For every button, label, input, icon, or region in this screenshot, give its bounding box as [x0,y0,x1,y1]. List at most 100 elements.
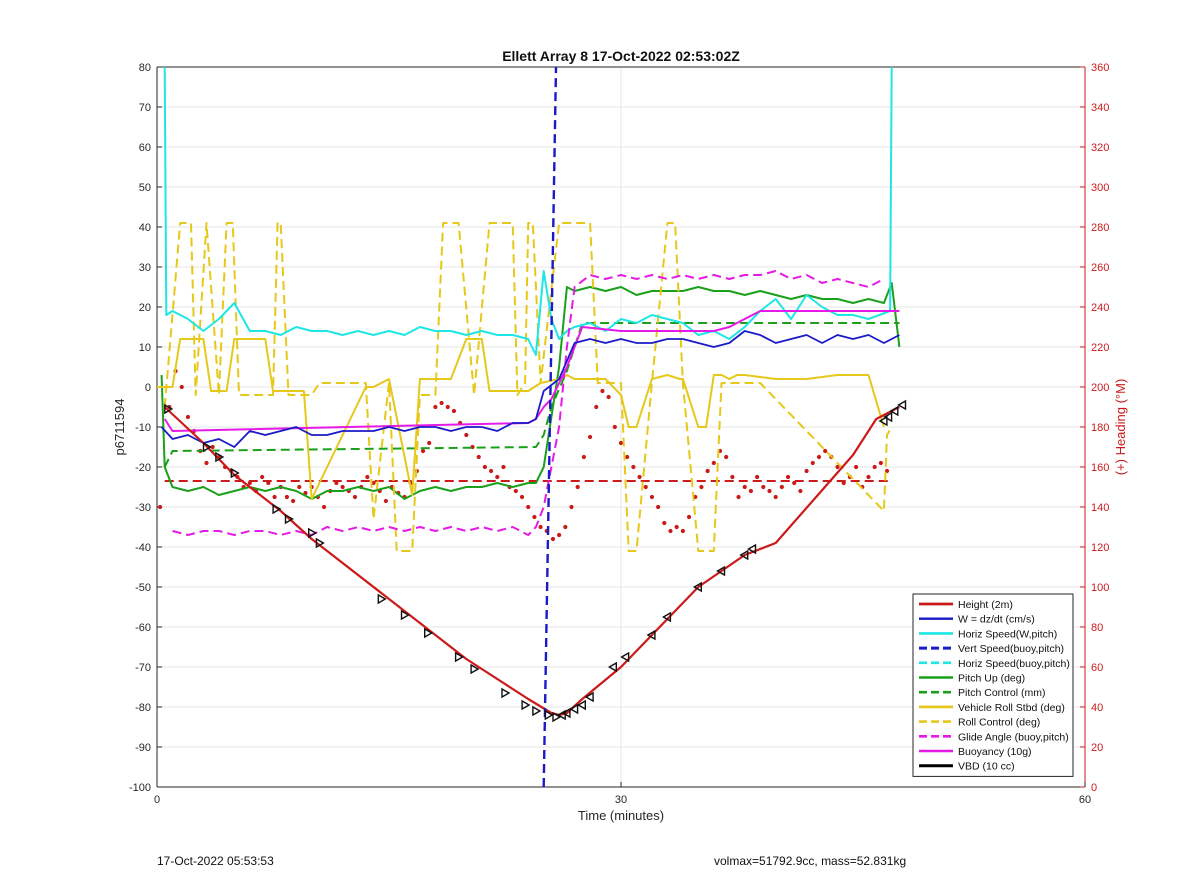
height-marker [607,661,617,673]
heading-point [674,524,679,530]
height-marker [584,691,594,703]
y-tick-label: -50 [135,582,151,594]
heading-point [742,484,747,490]
y-axis-label: p6711594 [112,399,127,456]
height-marker [164,403,174,415]
heading-point [823,448,828,454]
heading-point [210,444,215,450]
heading-point [767,488,772,494]
heading-point [321,504,327,510]
heading-point [464,432,469,438]
height-marker [561,707,571,719]
heading-point [427,440,432,446]
heading-point [761,484,766,490]
footer-volume-mass: volmax=51792.9cc, mass=52.831kg [714,854,907,868]
y2-tick-label: 300 [1091,182,1109,194]
legend-label: W = dz/dt (cm/s) [958,614,1035,626]
series-pitch-up-deg [160,282,901,500]
legend-label: Glide Angle (buoy,pitch) [958,731,1069,743]
heading-point [662,520,667,526]
y-tick-label: -30 [135,502,151,514]
x-tick-label: 0 [154,794,160,806]
height-marker [620,651,630,663]
y2-tick-label: 40 [1091,702,1103,714]
heading-point [352,494,358,500]
heading-point [816,454,822,460]
series-w-dz-dt-cm-s [160,330,900,448]
y2-tick-label: 60 [1091,662,1103,674]
heading-point [680,528,685,534]
y-tick-label: 40 [139,222,151,234]
heading-point [699,484,704,490]
legend-box [912,593,1074,777]
heading-point [779,484,784,490]
height-marker [454,651,465,663]
height-marker [576,699,586,711]
y2-tick-label: 20 [1091,742,1103,754]
heading-point [736,494,741,500]
heading-point [179,384,184,390]
series-horiz-speed-w-pitch [163,67,893,356]
height-marker [284,513,294,525]
y2-tick-label: 120 [1091,542,1109,554]
heading-point [303,490,308,496]
y2-tick-label: 360 [1091,62,1109,74]
height-marker [661,611,672,623]
heading-point [705,468,710,474]
y-tick-label: -20 [135,462,151,474]
series-glide-angle-buoy-pitch [172,270,885,536]
height-marker [377,593,387,605]
y-tick-label: -100 [129,782,151,794]
legend-label: Height (2m) [958,599,1013,611]
height-marker [424,627,434,639]
heading-point [272,494,277,500]
y-tick-label: 50 [139,182,151,194]
heading-point [538,524,543,530]
heading-point [501,464,506,470]
heading-point [526,504,531,510]
y-tick-label: 70 [139,102,151,114]
series-vehicle-roll-stbd-deg [157,338,885,500]
height-marker [646,629,656,641]
heading-point [563,524,568,530]
height-marker [544,709,554,721]
heading-point [872,464,877,470]
y-tick-label: 30 [139,262,151,274]
chart-title: Ellett Array 8 17-Oct-2022 02:53:02Z [502,48,740,64]
height-marker [897,399,907,411]
heading-point [575,484,580,490]
legend-label: Buoyancy (10g) [958,746,1032,758]
legend-label: Pitch Control (mm) [958,687,1046,699]
heading-point [439,400,444,406]
height-marker [747,543,757,555]
heading-point [557,532,562,538]
heading-point [420,448,426,454]
height-marker [889,405,899,417]
y2-tick-label: 0 [1091,782,1097,794]
heading-point [668,528,673,534]
height-marker [692,581,702,593]
y2-tick-label: 100 [1091,582,1109,594]
legend-label: VBD (10 cc) [958,761,1015,773]
y2-tick-label: 160 [1091,462,1109,474]
x-tick-label: 30 [615,794,627,806]
heading-point [185,414,191,420]
heading-point [853,464,859,470]
height-marker [400,609,410,621]
y2-tick-label: 80 [1091,622,1103,634]
y2-tick-label: 220 [1091,342,1109,354]
height-marker [230,467,240,479]
heading-point [476,454,481,460]
legend-label: Vehicle Roll Stbd (deg) [958,702,1065,714]
heading-point [643,484,648,490]
heading-point [365,474,370,480]
height-marker [315,537,325,549]
heading-point [532,514,537,520]
y2-tick-label: 280 [1091,222,1109,234]
heading-point [637,474,642,480]
series-height-2m [163,406,900,717]
y2-tick-label: 200 [1091,382,1109,394]
heading-point [711,460,716,466]
heading-point [157,504,163,510]
